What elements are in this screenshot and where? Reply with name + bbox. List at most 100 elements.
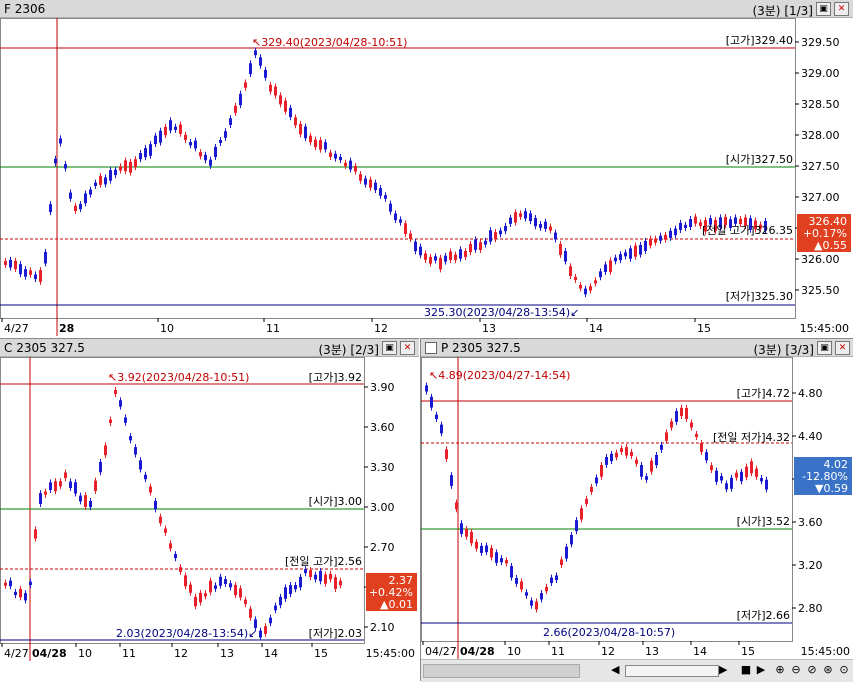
- close-icon[interactable]: ✕: [400, 341, 415, 355]
- put-candle: [585, 498, 588, 504]
- top-candle: [534, 217, 537, 227]
- call-chart-panel[interactable]: C 2305 327.5 (3분) [2/3] ▣ ✕ 3.90 3.60 3.30…: [0, 338, 419, 681]
- top-candle: [709, 218, 712, 225]
- top-candle: [319, 140, 322, 150]
- call-chart-interval[interactable]: (3분): [318, 343, 347, 357]
- put-candle: [685, 408, 688, 420]
- top-candle: [54, 158, 57, 164]
- put-xtick-label: 13: [645, 645, 659, 658]
- call-candle: [289, 585, 292, 595]
- zoom-search-icon[interactable]: ⊘: [807, 663, 817, 676]
- call-chart-page: [2/3]: [350, 343, 379, 357]
- scroll-slider[interactable]: [625, 665, 719, 677]
- top-candle: [589, 286, 592, 291]
- back-icon[interactable]: ⊙: [839, 663, 849, 676]
- put-candle: [615, 452, 618, 458]
- chart-scroll-toolbar[interactable]: ◀ ▶ ■ ▶ ⊕ ⊖ ⊘ ⊛ ⊙: [421, 659, 853, 682]
- put-candle: [750, 461, 753, 474]
- top-candle: [539, 224, 542, 228]
- put-price-chart[interactable]: 4.804.404.003.603.202.8004/2704/28101112…: [421, 357, 853, 659]
- zoom-reset-icon[interactable]: ⊛: [823, 663, 833, 676]
- call-candle: [249, 608, 252, 618]
- call-candle: [44, 491, 47, 495]
- top-chart-panel[interactable]: F 2306 (3분) [1/3] ▣ ✕ 329.50 329.00 328.50…: [0, 0, 853, 338]
- close-icon[interactable]: ✕: [835, 341, 850, 355]
- top-price-chart[interactable]: 329.50 329.00 328.50 328.00 327.50 327.00 326.…: [0, 18, 853, 338]
- call-xtick-label: 11: [122, 647, 136, 660]
- call-price-chart[interactable]: 3.903.603.303.002.702.402.104/2704/28101…: [0, 357, 419, 681]
- zoom-out-icon[interactable]: ⊖: [791, 663, 801, 676]
- call-candle: [334, 577, 337, 589]
- scroll-right-icon[interactable]: ▶: [719, 663, 728, 676]
- top-x-end-label: 15:45:00: [800, 322, 849, 335]
- put-chart-checkbox[interactable]: [425, 342, 437, 354]
- top-chart-interval[interactable]: (3분): [752, 4, 781, 18]
- call-ytick-label: 2.10: [370, 621, 395, 634]
- top-candle: [384, 195, 387, 199]
- top-candle: [559, 243, 562, 255]
- scroll-left-icon[interactable]: ◀: [611, 663, 620, 676]
- put-label-high: [고가]4.72: [737, 387, 790, 400]
- put-candle: [570, 534, 573, 545]
- close-icon[interactable]: ✕: [834, 2, 849, 16]
- call-candle: [9, 580, 12, 587]
- call-candle: [199, 592, 202, 603]
- top-candle: [249, 63, 252, 75]
- top-price-chg: ▲0.55: [814, 239, 847, 252]
- top-candle: [279, 95, 282, 105]
- maximize-icon[interactable]: ▣: [817, 341, 832, 355]
- put-candle: [720, 476, 723, 481]
- put-candle: [450, 475, 453, 486]
- put-high-annotation: ↖4.89(2023/04/27-14:54): [429, 369, 570, 382]
- call-chart-titlebar: C 2305 327.5 (3분) [2/3] ▣ ✕: [0, 339, 419, 357]
- top-label-open: [시가]327.50: [726, 153, 793, 166]
- put-candle: [605, 456, 608, 465]
- top-candle: [104, 177, 107, 185]
- call-candle: [99, 461, 102, 473]
- scroll-track[interactable]: [423, 664, 580, 678]
- top-candle: [554, 232, 557, 240]
- call-candle: [114, 389, 117, 395]
- top-candle: [224, 131, 227, 138]
- put-candle: [580, 508, 583, 520]
- top-candle: [84, 193, 87, 204]
- stop-icon[interactable]: ■: [740, 663, 752, 676]
- top-candle: [419, 246, 422, 256]
- top-candle: [729, 219, 732, 228]
- top-candle: [569, 266, 572, 276]
- top-ytick-label: 328.50: [801, 98, 840, 111]
- call-candle: [149, 486, 152, 493]
- zoom-in-icon[interactable]: ⊕: [775, 663, 785, 676]
- top-candle: [239, 93, 242, 106]
- put-candle: [520, 581, 523, 590]
- call-candle: [64, 472, 67, 479]
- put-chart-panel[interactable]: P 2305 327.5 (3분) [3/3] ▣ ✕ 4.804.404.00…: [420, 338, 853, 682]
- call-xtick-label: 04/28: [32, 647, 67, 660]
- top-chart-titlebar: F 2306 (3분) [1/3] ▣ ✕: [0, 0, 853, 18]
- top-candle: [684, 224, 687, 229]
- top-candle: [99, 175, 102, 185]
- put-candle: [425, 385, 428, 392]
- call-candle: [294, 584, 297, 590]
- top-candle: [519, 213, 522, 217]
- play-icon[interactable]: ▶: [756, 663, 766, 676]
- call-candle: [189, 584, 192, 593]
- call-candle: [214, 585, 217, 589]
- top-label-low: [저가]325.30: [726, 290, 793, 303]
- top-candle: [79, 204, 82, 210]
- top-candle: [644, 240, 647, 251]
- put-candle: [710, 465, 713, 471]
- put-chart-title: P 2305 327.5: [441, 341, 521, 355]
- top-candle: [449, 251, 452, 261]
- top-candle: [464, 251, 467, 258]
- call-candle: [34, 529, 37, 539]
- top-candle: [724, 216, 727, 226]
- maximize-icon[interactable]: ▣: [816, 2, 831, 16]
- maximize-icon[interactable]: ▣: [382, 341, 397, 355]
- top-candle: [509, 217, 512, 224]
- top-high-annotation: ↖329.40(2023/04/28-10:51): [252, 36, 407, 49]
- top-candle: [254, 50, 257, 56]
- top-candle: [624, 252, 627, 257]
- put-chart-interval[interactable]: (3분): [753, 343, 782, 357]
- put-candle: [630, 451, 633, 457]
